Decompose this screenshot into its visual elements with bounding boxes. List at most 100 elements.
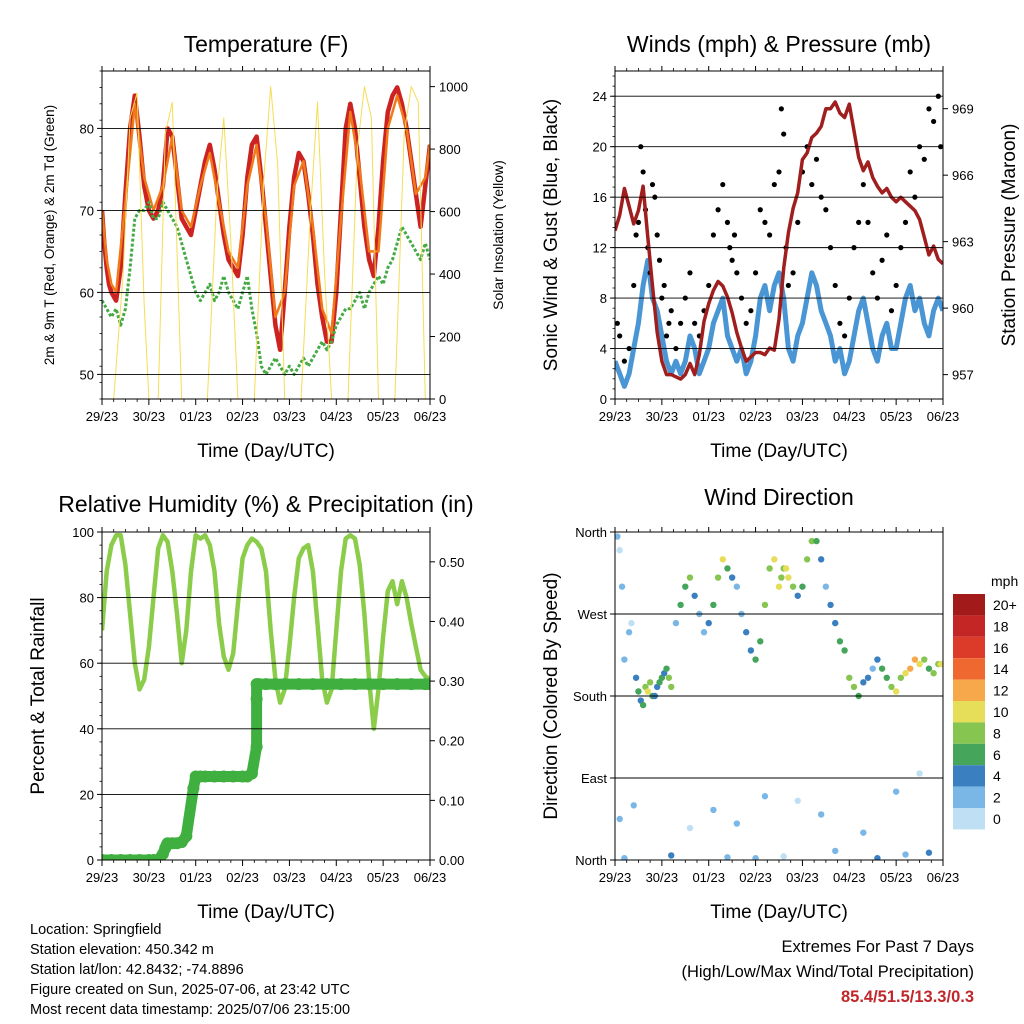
data-point [921, 656, 928, 663]
data-point [778, 106, 784, 112]
legend-swatch [953, 722, 985, 744]
y2-tick-label: 0.00 [439, 853, 464, 868]
data-point [269, 678, 282, 691]
data-point [789, 583, 797, 590]
chart-title: Wind Direction [704, 484, 854, 510]
data-point [731, 232, 738, 238]
data-point [785, 574, 792, 581]
data-point [782, 565, 790, 572]
extremes-heading: Extremes For Past 7 Days [781, 938, 974, 956]
data-point [785, 282, 791, 289]
x-tick-label: 02/23 [739, 870, 772, 885]
data-point [781, 131, 787, 137]
x-tick-label: 01/23 [179, 870, 212, 885]
data-point [937, 660, 943, 668]
data-point [817, 556, 825, 563]
data-point [617, 333, 623, 339]
data-point [666, 320, 672, 326]
data-point [306, 678, 319, 691]
data-point [757, 207, 763, 213]
data-point [334, 678, 347, 691]
data-point [715, 207, 721, 213]
x-tick-label: 04/23 [833, 870, 866, 885]
recent-timestamp: Most recent data timestamp: 2025/07/06 2… [30, 1002, 351, 1018]
data-point [747, 647, 755, 654]
data-point [724, 854, 731, 860]
data-point [902, 670, 909, 677]
data-point [245, 767, 258, 780]
y2-tick-label: 0 [439, 392, 446, 407]
data-point [133, 854, 146, 860]
y-tick-label: 60 [80, 656, 94, 671]
data-point [705, 619, 712, 627]
data-point [686, 574, 694, 581]
data-point [907, 169, 913, 175]
data-point [832, 282, 838, 289]
chart-title: Relative Humidity (%) & Precipitation (i… [58, 491, 473, 517]
data-point [771, 556, 778, 563]
legend-label: 20+ [993, 597, 1017, 613]
y-tick-label: West [578, 607, 608, 622]
data-point [639, 701, 647, 709]
data-point [874, 854, 881, 860]
plot-frame [101, 531, 431, 861]
x-tick-label: 29/23 [86, 870, 119, 885]
data-point [832, 847, 839, 855]
data-point [405, 678, 418, 691]
y2-tick-label: 600 [439, 205, 461, 220]
y-tick-label: 20 [80, 787, 94, 802]
station-elevation: Station elevation: 450.342 m [30, 942, 214, 958]
legend-label: 0 [993, 811, 1001, 827]
data-point [692, 320, 698, 326]
extremes-subheading: (High/Low/Max Wind/Total Precipitation) [681, 963, 974, 981]
data-point [743, 629, 750, 636]
figure-created: Figure created on Sun, 2025-07-06, at 23… [30, 982, 350, 998]
data-point [869, 665, 876, 672]
x-tick-label: 06/23 [414, 409, 447, 424]
data-point [817, 811, 825, 818]
x-tick-label: 03/23 [786, 409, 819, 424]
series-line [615, 100, 943, 381]
x-tick-label: 30/23 [133, 870, 166, 885]
plot-frame [614, 70, 944, 400]
y-tick-label: North [575, 525, 607, 540]
y-tick-label: 12 [593, 241, 607, 256]
data-point [678, 320, 684, 326]
legend-swatch [953, 615, 985, 637]
data-point [799, 583, 806, 590]
data-point [615, 533, 621, 540]
data-point [700, 629, 708, 636]
legend-title: mph [991, 573, 1018, 589]
data-point [778, 574, 785, 581]
data-point [631, 282, 637, 289]
plot-frame [101, 70, 431, 400]
series-line [102, 86, 430, 399]
data-point [761, 793, 769, 800]
y-axis-label: Percent & Total Rainfall [28, 597, 49, 794]
x-tick-label: 05/23 [367, 870, 400, 885]
y-tick-label: 80 [80, 121, 94, 136]
series-line [102, 678, 430, 860]
data-point [710, 601, 717, 609]
data-point [320, 678, 333, 691]
y2-tick-label: 969 [952, 102, 974, 117]
y-tick-label: 16 [593, 190, 607, 205]
data-point [850, 683, 858, 691]
data-point [902, 219, 909, 225]
data-point [644, 688, 651, 695]
data-point [837, 320, 843, 326]
legend-swatch [953, 743, 985, 766]
data-point [114, 854, 127, 860]
data-point [916, 660, 923, 668]
data-point [808, 537, 815, 545]
legend-label: 2 [993, 790, 1001, 806]
y-tick-label: 50 [80, 367, 94, 382]
data-point [250, 740, 263, 753]
data-point [663, 333, 670, 339]
data-point [646, 679, 654, 686]
data-point [691, 592, 698, 599]
series-line [102, 94, 430, 335]
data-point [615, 320, 620, 326]
data-point [803, 556, 811, 563]
data-point [865, 219, 871, 225]
